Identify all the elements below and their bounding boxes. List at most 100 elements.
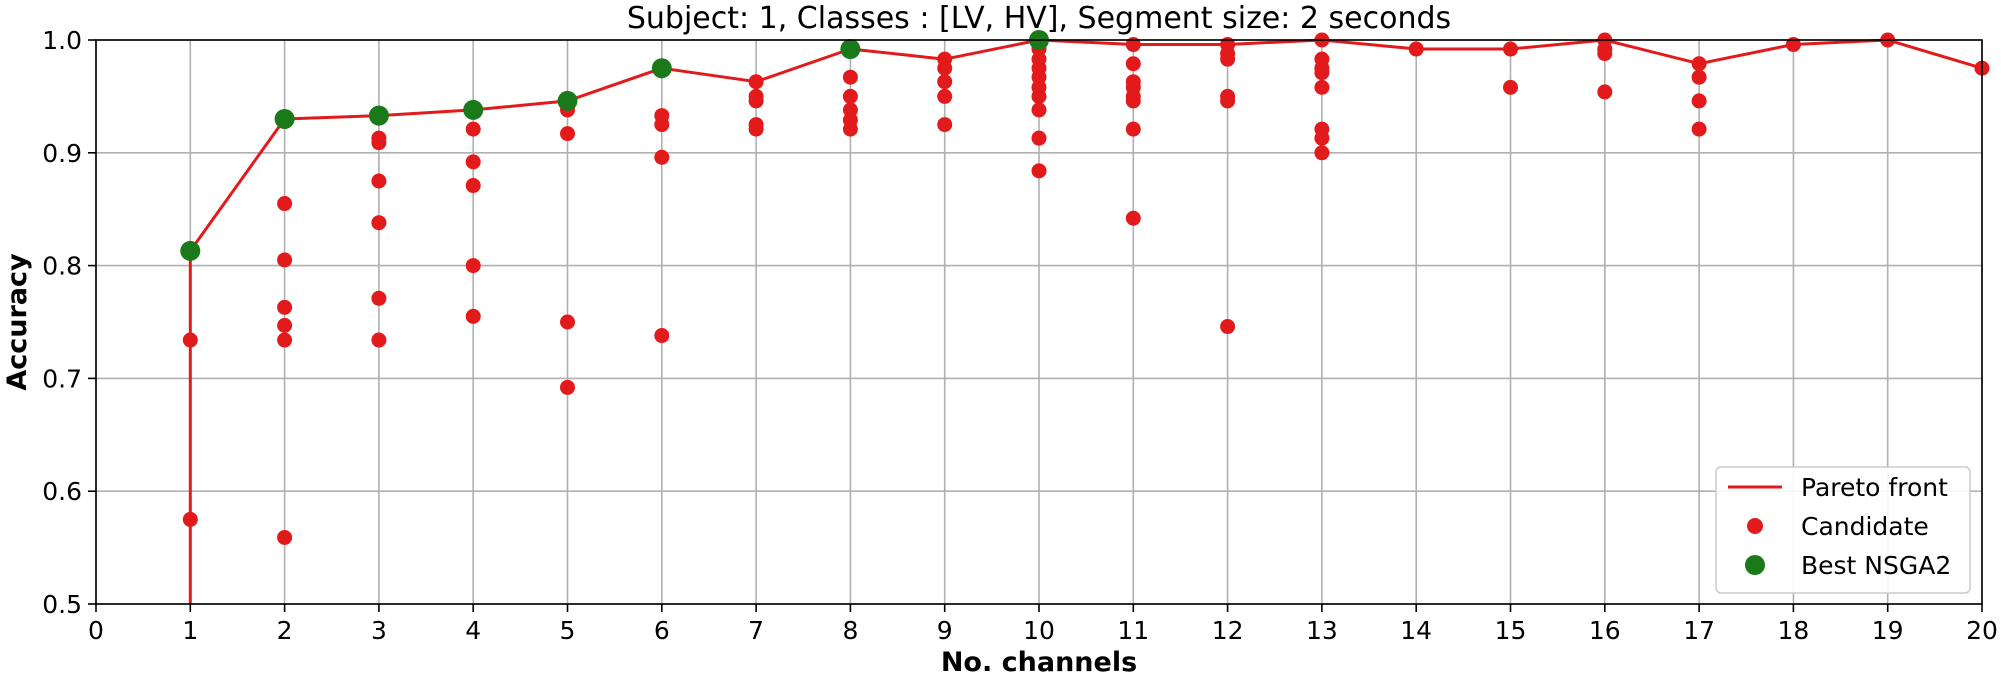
best-nsga2-point bbox=[368, 105, 389, 126]
candidate-point bbox=[1031, 102, 1047, 118]
candidate-point bbox=[277, 299, 293, 315]
candidate-point bbox=[654, 149, 670, 165]
x-tick-label: 17 bbox=[1683, 616, 1715, 645]
pareto-front-layer bbox=[188, 38, 1983, 604]
candidate-point bbox=[371, 135, 387, 151]
legend: Pareto front Candidate Best NSGA2 bbox=[1715, 466, 1971, 594]
x-tick-label: 14 bbox=[1400, 616, 1432, 645]
candidate-point bbox=[371, 290, 387, 306]
candidate-point bbox=[842, 121, 858, 137]
candidate-point bbox=[1408, 41, 1424, 57]
candidate-point bbox=[1220, 51, 1236, 67]
best-nsga2-point bbox=[651, 58, 672, 79]
candidate-point bbox=[1125, 210, 1141, 226]
x-tick-label: 16 bbox=[1589, 616, 1621, 645]
candidate-point bbox=[748, 121, 764, 137]
candidate-point bbox=[1503, 79, 1518, 95]
y-tick-label: 0.5 bbox=[42, 590, 82, 619]
legend-swatch-best bbox=[1745, 555, 1765, 575]
candidate-point bbox=[1314, 79, 1330, 95]
candidate-point bbox=[371, 173, 387, 189]
candidate-point bbox=[182, 332, 198, 348]
candidate-point bbox=[1314, 65, 1330, 81]
best-nsga2-point bbox=[274, 108, 295, 129]
legend-box bbox=[1715, 466, 1971, 594]
x-tick-label: 20 bbox=[1966, 616, 1998, 645]
y-tick-label: 1.0 bbox=[42, 26, 82, 55]
x-tick-label: 1 bbox=[182, 616, 198, 645]
x-axis-label: No. channels bbox=[941, 647, 1137, 678]
x-tick-label: 9 bbox=[937, 616, 953, 645]
candidate-point bbox=[1031, 130, 1047, 146]
candidate-point bbox=[748, 93, 764, 109]
legend-label: Best NSGA2 bbox=[1801, 551, 1951, 580]
x-tick-label: 5 bbox=[560, 616, 576, 645]
candidate-point bbox=[277, 317, 293, 333]
candidate-point bbox=[465, 258, 481, 274]
candidate-point bbox=[277, 332, 293, 348]
x-tick-label: 4 bbox=[465, 616, 481, 645]
candidate-point bbox=[1691, 121, 1707, 137]
legend-label: Pareto front bbox=[1801, 473, 1948, 502]
x-tick-label: 0 bbox=[88, 616, 104, 645]
candidate-point bbox=[1597, 84, 1613, 100]
candidate-point bbox=[1220, 93, 1236, 109]
candidate-point bbox=[560, 314, 575, 330]
legend-label: Candidate bbox=[1801, 512, 1929, 541]
x-tick-label: 11 bbox=[1117, 616, 1149, 645]
y-tick-label: 0.9 bbox=[42, 139, 82, 168]
candidate-point bbox=[465, 308, 481, 324]
x-tick-label: 15 bbox=[1495, 616, 1527, 645]
candidate-points-layer bbox=[182, 32, 1990, 545]
candidate-point bbox=[748, 74, 764, 90]
candidate-point bbox=[1597, 46, 1613, 62]
candidate-point bbox=[937, 88, 953, 104]
candidate-point bbox=[277, 529, 293, 545]
candidate-point bbox=[1125, 93, 1141, 109]
best-nsga2-point bbox=[840, 39, 861, 60]
candidate-point bbox=[1220, 319, 1236, 335]
x-tick-label: 3 bbox=[371, 616, 387, 645]
candidate-point bbox=[1031, 163, 1047, 179]
x-tick-label: 2 bbox=[277, 616, 293, 645]
y-tick-label: 0.6 bbox=[42, 477, 82, 506]
candidate-point bbox=[937, 74, 953, 90]
candidate-point bbox=[937, 60, 953, 76]
candidate-point bbox=[560, 379, 575, 395]
candidate-point bbox=[1314, 130, 1330, 146]
best-nsga2-point bbox=[557, 90, 578, 111]
candidate-point bbox=[371, 332, 387, 348]
candidate-point bbox=[842, 69, 858, 85]
x-tick-label: 12 bbox=[1212, 616, 1244, 645]
candidate-point bbox=[182, 511, 198, 527]
candidate-point bbox=[654, 117, 670, 133]
x-tick-label: 7 bbox=[748, 616, 764, 645]
x-tick-label: 18 bbox=[1777, 616, 1809, 645]
candidate-point bbox=[277, 196, 293, 212]
candidate-point bbox=[465, 154, 481, 170]
axis-ticks: 0 1 2 3 4 5 6 7 8 9 10 11 12 13 14 15 16 17 18 19 200.50.60.… bbox=[42, 26, 1998, 645]
candidate-point bbox=[465, 121, 481, 137]
candidate-point bbox=[1691, 56, 1707, 72]
candidate-point bbox=[1125, 56, 1141, 72]
legend-swatch-candidate bbox=[1747, 518, 1763, 534]
candidate-point bbox=[1691, 93, 1707, 109]
candidate-point bbox=[277, 252, 293, 268]
candidate-point bbox=[842, 88, 858, 104]
candidate-point bbox=[654, 328, 670, 344]
pareto-front-line bbox=[188, 38, 1983, 604]
candidate-point bbox=[1031, 88, 1047, 104]
y-tick-label: 0.7 bbox=[42, 364, 82, 393]
candidate-point bbox=[371, 215, 387, 231]
best-nsga2-point bbox=[463, 99, 484, 120]
x-tick-label: 19 bbox=[1872, 616, 1904, 645]
candidate-point bbox=[937, 117, 953, 133]
candidate-point bbox=[1503, 41, 1518, 57]
candidate-point bbox=[560, 126, 575, 142]
candidate-point bbox=[1125, 121, 1141, 137]
best-nsga2-point bbox=[180, 240, 201, 261]
candidate-point bbox=[1314, 145, 1330, 161]
x-tick-label: 13 bbox=[1306, 616, 1338, 645]
y-axis-label: Accuracy bbox=[2, 253, 33, 391]
